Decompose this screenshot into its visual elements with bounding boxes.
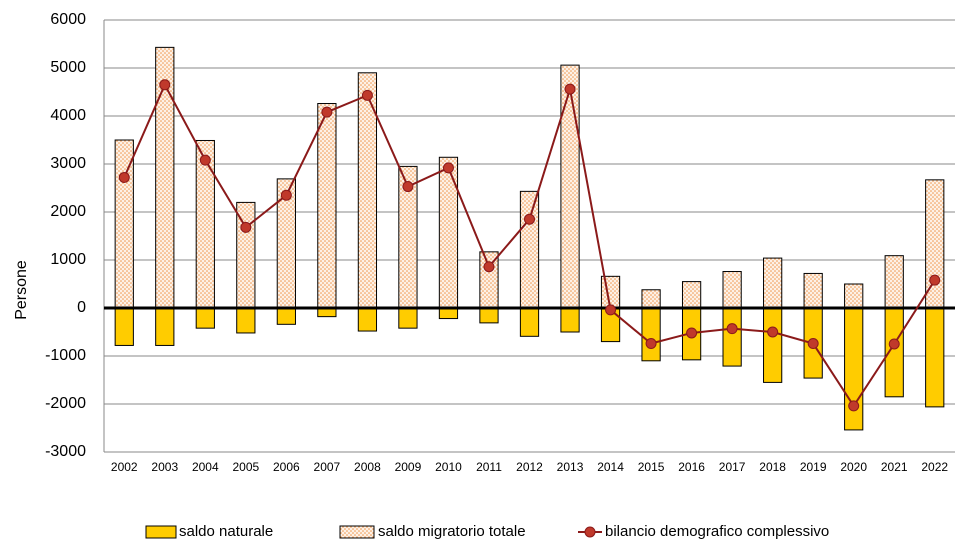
x-tick-label: 2015 <box>638 460 665 474</box>
marker <box>118 171 130 183</box>
bar <box>641 307 661 362</box>
marker <box>645 338 657 350</box>
bar <box>722 271 742 309</box>
y-tick-label: 6000 <box>50 11 86 28</box>
bar <box>884 255 904 309</box>
legend-label: saldo naturale <box>179 523 273 540</box>
bar <box>600 275 621 309</box>
x-tick-label: 2013 <box>557 460 584 474</box>
y-tick-label: 5000 <box>50 59 86 76</box>
x-tick-label: 2016 <box>678 460 705 474</box>
marker <box>929 274 941 286</box>
marker <box>888 338 900 350</box>
x-tick-label: 2017 <box>719 460 746 474</box>
x-tick-label: 2019 <box>800 460 827 474</box>
y-tick-label: 2000 <box>50 203 86 220</box>
bar <box>560 307 580 333</box>
bar <box>763 257 783 309</box>
y-tick-label: 1000 <box>50 251 86 268</box>
bar <box>844 283 864 309</box>
x-tick-label: 2010 <box>435 460 462 474</box>
x-tick-label: 2011 <box>476 460 502 474</box>
bar <box>398 307 418 329</box>
y-tick-label: 3000 <box>50 155 86 172</box>
x-tick-label: 2008 <box>354 460 381 474</box>
marker <box>361 89 373 101</box>
bar <box>844 307 864 431</box>
marker <box>807 338 819 350</box>
bar <box>317 103 337 309</box>
legend-label: saldo migratorio totale <box>378 523 526 540</box>
marker <box>321 106 333 118</box>
marker <box>159 79 171 91</box>
x-tick-label: 2009 <box>395 460 422 474</box>
bar <box>236 307 256 334</box>
legend-marker <box>584 526 596 538</box>
legend-label: bilancio demografico complessivo <box>605 523 829 540</box>
x-tick-label: 2021 <box>881 460 908 474</box>
x-tick-label: 2003 <box>151 460 178 474</box>
bar <box>357 307 378 332</box>
marker <box>402 181 414 193</box>
bar <box>438 156 459 309</box>
x-tick-label: 2007 <box>314 460 341 474</box>
marker <box>442 162 454 174</box>
y-tick-label: 4000 <box>50 107 86 124</box>
x-tick-label: 2002 <box>111 460 138 474</box>
bar <box>479 307 499 324</box>
bar <box>641 289 661 309</box>
y-axis-label: Persone <box>13 260 30 320</box>
bar <box>681 281 702 309</box>
legend-swatch <box>339 525 375 539</box>
bar <box>560 64 580 309</box>
marker <box>199 154 211 166</box>
bar <box>722 307 742 367</box>
y-tick-label: 0 <box>77 299 86 316</box>
y-tick-label: -2000 <box>45 395 86 412</box>
bar <box>925 307 945 408</box>
x-tick-label: 2022 <box>921 460 948 474</box>
bar <box>114 307 134 346</box>
marker <box>524 213 535 225</box>
bar <box>519 190 540 309</box>
marker <box>240 221 252 233</box>
marker <box>767 326 779 338</box>
y-tick-label: -3000 <box>45 443 86 460</box>
bar <box>155 307 175 346</box>
x-tick-label: 2014 <box>597 460 624 474</box>
marker <box>564 83 576 95</box>
x-tick-label: 2012 <box>516 460 543 474</box>
x-tick-label: 2005 <box>232 460 259 474</box>
x-tick-label: 2004 <box>192 460 219 474</box>
bar <box>519 307 540 337</box>
legend-swatch <box>145 525 177 539</box>
bar <box>195 307 215 329</box>
bar <box>438 307 459 320</box>
bar <box>763 307 783 383</box>
x-tick-label: 2018 <box>759 460 786 474</box>
y-tick-label: -1000 <box>45 347 86 364</box>
marker <box>605 304 617 316</box>
marker <box>483 261 495 273</box>
bar <box>276 307 296 325</box>
x-tick-label: 2006 <box>273 460 300 474</box>
marker <box>280 189 292 201</box>
bar <box>803 272 823 309</box>
x-tick-label: 2020 <box>840 460 867 474</box>
marker <box>686 327 698 339</box>
marker <box>848 400 860 412</box>
marker <box>726 323 738 335</box>
